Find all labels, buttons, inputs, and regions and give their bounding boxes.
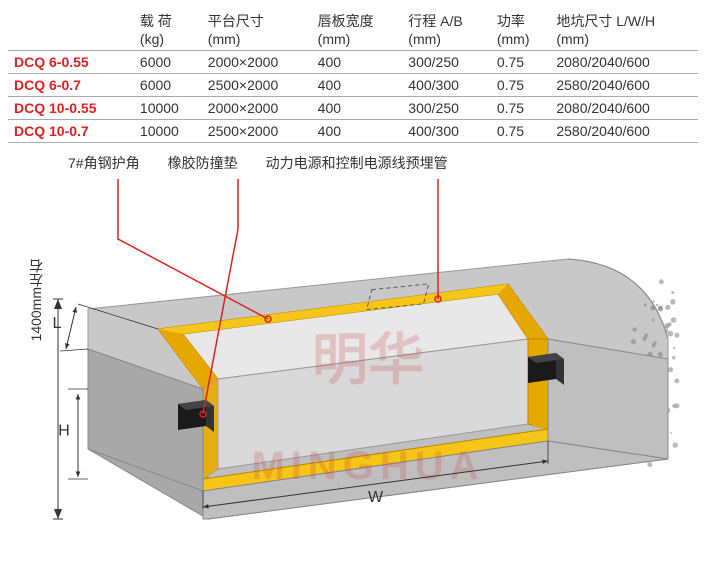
cell-pit: 2580/2040/600 (550, 74, 698, 97)
svg-text:明华: 明华 (312, 330, 424, 392)
cell-power: 0.75 (491, 51, 551, 74)
cell-lip: 400 (312, 51, 403, 74)
svg-text:MINGHUA: MINGHUA (251, 444, 484, 488)
cell-model: DCQ 10-0.55 (8, 97, 134, 120)
cell-load: 10000 (134, 97, 202, 120)
table-row: DCQ 6-0.5560002000×2000400300/2500.75208… (8, 51, 698, 74)
col-header: 平台尺寸(mm) (202, 8, 312, 51)
label-rubber-bumper: 橡胶防撞垫 (168, 153, 238, 173)
cell-load: 6000 (134, 74, 202, 97)
cell-lip: 400 (312, 120, 403, 143)
cell-load: 6000 (134, 51, 202, 74)
col-header (8, 8, 134, 51)
cell-pit: 2080/2040/600 (550, 97, 698, 120)
cell-platform: 2000×2000 (202, 97, 312, 120)
side-dimension-label: 1400mm左右 (26, 259, 46, 341)
svg-text:L: L (53, 315, 62, 332)
cell-model: DCQ 6-0.7 (8, 74, 134, 97)
cell-load: 10000 (134, 120, 202, 143)
col-header: 地坑尺寸 L/W/H(mm) (550, 8, 698, 51)
cell-model: DCQ 6-0.55 (8, 51, 134, 74)
svg-text:H: H (58, 423, 70, 440)
pit-diagram: 1400mm左右 明华 MINGHUA L H W (8, 179, 708, 559)
cell-stroke: 300/250 (402, 97, 491, 120)
label-power-conduit: 动力电源和控制电源线预埋管 (266, 153, 448, 173)
cell-platform: 2500×2000 (202, 120, 312, 143)
cell-pit: 2580/2040/600 (550, 120, 698, 143)
cell-stroke: 400/300 (402, 74, 491, 97)
cell-power: 0.75 (491, 74, 551, 97)
cell-power: 0.75 (491, 97, 551, 120)
cell-pit: 2080/2040/600 (550, 51, 698, 74)
annotation-labels: 7#角钢护角 橡胶防撞垫 动力电源和控制电源线预埋管 (8, 153, 706, 173)
col-header: 载 荷(kg) (134, 8, 202, 51)
svg-text:W: W (368, 489, 384, 506)
table-row: DCQ 10-0.55100002000×2000400300/2500.752… (8, 97, 698, 120)
col-header: 行程 A/B(mm) (402, 8, 491, 51)
table-row: DCQ 10-0.7100002500×2000400400/3000.7525… (8, 120, 698, 143)
col-header: 唇板宽度(mm) (312, 8, 403, 51)
label-angle-steel: 7#角钢护角 (68, 153, 140, 173)
cell-lip: 400 (312, 74, 403, 97)
cell-stroke: 300/250 (402, 51, 491, 74)
cell-platform: 2500×2000 (202, 74, 312, 97)
cell-model: DCQ 10-0.7 (8, 120, 134, 143)
cell-stroke: 400/300 (402, 120, 491, 143)
col-header: 功率(mm) (491, 8, 551, 51)
cell-lip: 400 (312, 97, 403, 120)
cell-platform: 2000×2000 (202, 51, 312, 74)
cell-power: 0.75 (491, 120, 551, 143)
spec-table: 载 荷(kg)平台尺寸(mm)唇板宽度(mm)行程 A/B(mm)功率(mm)地… (8, 8, 698, 143)
table-row: DCQ 6-0.760002500×2000400400/3000.752580… (8, 74, 698, 97)
